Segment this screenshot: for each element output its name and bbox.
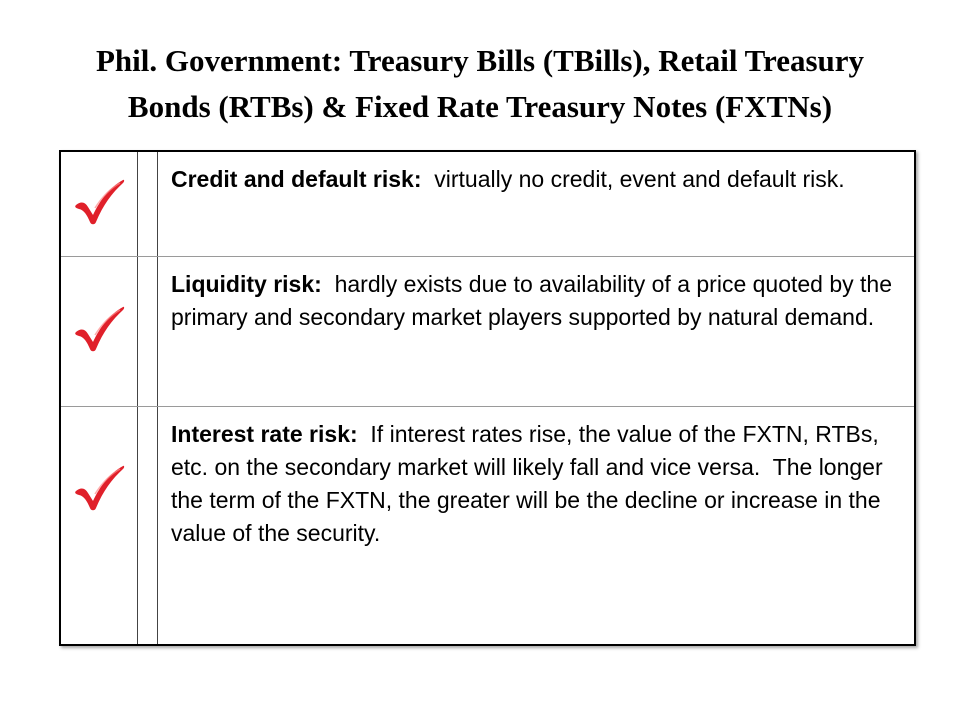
risk-label: Liquidity risk: xyxy=(171,271,322,297)
risk-description: If interest rates rise, the value of the… xyxy=(171,421,890,546)
column-divider xyxy=(137,152,138,644)
risk-label: Interest rate risk: xyxy=(171,421,358,447)
risk-description: hardly exists due to availability of a p… xyxy=(171,271,899,330)
table-row-interest-rate-risk: Interest rate risk: If interest rates ri… xyxy=(61,407,914,646)
row-text: Liquidity risk: hardly exists due to ava… xyxy=(171,268,900,334)
risk-table: Credit and default risk: virtually no cr… xyxy=(59,150,916,646)
risk-description: virtually no credit, event and default r… xyxy=(421,166,845,192)
checkmark-icon xyxy=(75,465,125,511)
title-line-2: Bonds (RTBs) & Fixed Rate Treasury Notes… xyxy=(127,89,833,124)
table-row-liquidity-risk: Liquidity risk: hardly exists due to ava… xyxy=(61,257,914,407)
checkmark-icon xyxy=(75,306,125,352)
row-text: Interest rate risk: If interest rates ri… xyxy=(171,418,900,550)
column-divider xyxy=(157,152,158,644)
title-line-1: Phil. Government: Treasury Bills (TBills… xyxy=(95,43,865,78)
risk-label: Credit and default risk: xyxy=(171,166,422,192)
checkmark-icon xyxy=(75,179,125,225)
table-row-credit-risk: Credit and default risk: virtually no cr… xyxy=(61,152,914,257)
row-text: Credit and default risk: virtually no cr… xyxy=(171,163,900,196)
slide-title: Phil. Government: Treasury Bills (TBills… xyxy=(0,38,960,130)
